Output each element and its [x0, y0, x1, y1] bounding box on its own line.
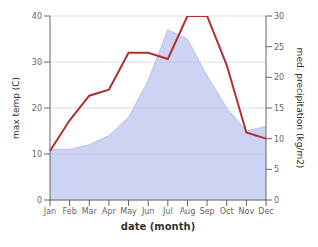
svg-text:Nov: Nov [239, 207, 255, 216]
svg-text:Jan: Jan [43, 207, 56, 216]
svg-text:15: 15 [274, 104, 284, 113]
svg-text:Jul: Jul [162, 207, 173, 216]
svg-text:20: 20 [32, 104, 42, 113]
svg-text:May: May [120, 207, 137, 216]
svg-text:max temp (C): max temp (C) [11, 77, 21, 139]
svg-text:Mar: Mar [82, 207, 98, 216]
svg-text:30: 30 [32, 58, 42, 67]
svg-text:Feb: Feb [63, 207, 77, 216]
svg-text:med. precipitation (kg/m2): med. precipitation (kg/m2) [295, 48, 305, 169]
svg-text:Jun: Jun [141, 207, 155, 216]
svg-text:25: 25 [274, 43, 284, 52]
svg-text:5: 5 [274, 165, 279, 174]
svg-text:40: 40 [32, 12, 42, 21]
svg-text:date (month): date (month) [121, 221, 195, 232]
svg-text:30: 30 [274, 12, 284, 21]
svg-text:Apr: Apr [102, 207, 117, 216]
svg-text:Dec: Dec [258, 207, 273, 216]
svg-text:0: 0 [37, 196, 42, 205]
svg-text:10: 10 [32, 150, 42, 159]
svg-text:Sep: Sep [200, 207, 215, 216]
svg-text:Aug: Aug [180, 207, 196, 216]
svg-text:0: 0 [274, 196, 279, 205]
svg-text:Oct: Oct [220, 207, 234, 216]
svg-text:10: 10 [274, 135, 284, 144]
svg-text:20: 20 [274, 73, 284, 82]
